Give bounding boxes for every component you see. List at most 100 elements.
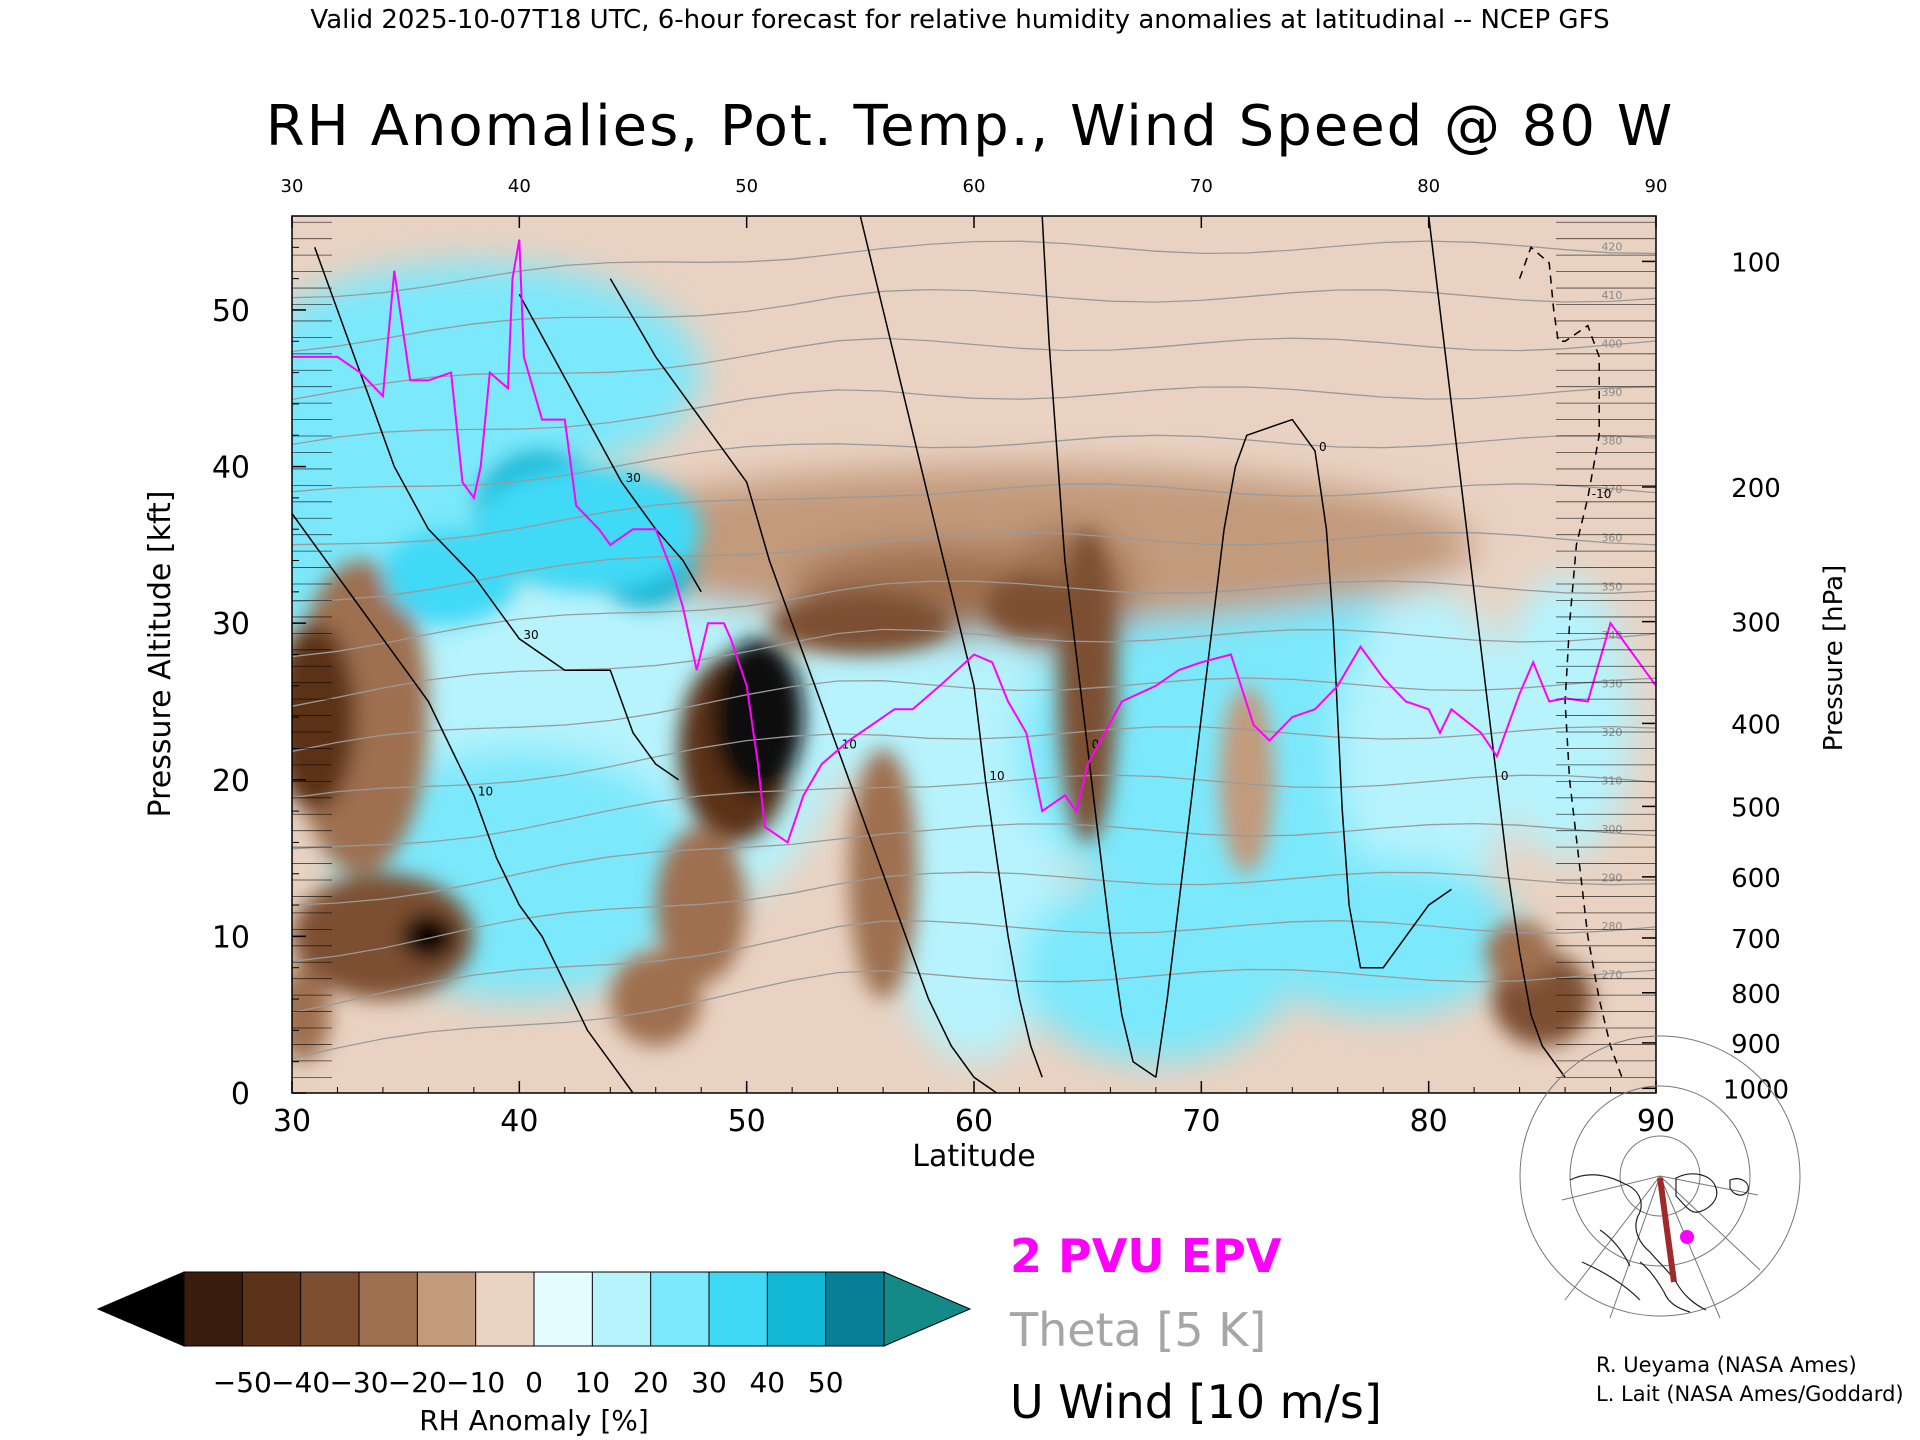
colorbar-swatch xyxy=(533,1271,594,1347)
pressure-tick-label: 500 xyxy=(1731,793,1781,823)
pressure-tick-label: 700 xyxy=(1731,925,1781,955)
theta-contours: 4204104003903803703603503403303203103002… xyxy=(292,240,1656,1060)
theta-label: 410 xyxy=(1601,289,1622,302)
theta-label: 390 xyxy=(1601,386,1622,399)
x-tick-label: 90 xyxy=(1637,1104,1675,1139)
colorbar-swatch xyxy=(650,1271,711,1347)
u-wind-contour-label: 0 xyxy=(1501,769,1509,783)
colorbar-swatch xyxy=(766,1271,827,1347)
y-axis-label-left: Pressure Altitude [kft] xyxy=(143,491,178,818)
colorbar-tick-label: 20 xyxy=(633,1366,669,1399)
colorbar-label: RH Anomaly [%] xyxy=(419,1404,649,1437)
rh-anomaly-field xyxy=(292,216,1656,1093)
credit-line-1: R. Ueyama (NASA Ames) xyxy=(1596,1353,1857,1377)
theta-label: 320 xyxy=(1601,726,1622,739)
pressure-tick-label: 400 xyxy=(1731,710,1781,740)
x-tick-label-top: 70 xyxy=(1190,176,1213,197)
pressure-tick-label: 300 xyxy=(1731,609,1781,639)
x-tick-label: 60 xyxy=(955,1104,993,1139)
u-wind-contour-line xyxy=(518,293,702,593)
u-wind-contour-label: 0 xyxy=(1092,737,1100,751)
colorbar-tick-label: 50 xyxy=(808,1366,844,1399)
chart-title: RH Anomalies, Pot. Temp., Wind Speed @ 8… xyxy=(266,94,1674,159)
u-wind-contour-label: 30 xyxy=(626,471,641,485)
legend-epv: 2 PVU EPV xyxy=(1010,1229,1282,1283)
u-wind-contour-line xyxy=(609,278,998,1093)
y-tick-label: 40 xyxy=(212,451,250,486)
colorbar-swatch xyxy=(708,1271,769,1347)
colorbar-swatch xyxy=(475,1271,535,1347)
x-tick-label-top: 30 xyxy=(281,176,304,197)
theta-label: 290 xyxy=(1601,872,1622,885)
y-tick-label: 50 xyxy=(212,294,250,329)
u-wind-contour-line xyxy=(1041,216,1157,1078)
u-wind-contour-line xyxy=(1427,216,1566,1078)
colorbar-swatch xyxy=(416,1271,477,1347)
u-wind-contour-line xyxy=(1155,418,1452,1078)
pressure-tick-label: 1000 xyxy=(1723,1075,1789,1105)
u-wind-contour-line xyxy=(859,216,1043,1078)
colorbar-swatch xyxy=(183,1271,244,1347)
pressure-tick-label: 200 xyxy=(1731,474,1781,504)
x-tick-label: 40 xyxy=(500,1104,538,1139)
x-tick-label-top: 40 xyxy=(508,176,531,197)
y-axis-label-right: Pressure [hPa] xyxy=(1819,565,1849,752)
theta-label: 420 xyxy=(1601,240,1622,253)
x-tick-label-top: 80 xyxy=(1417,176,1440,197)
colorbar-tick-label: 10 xyxy=(574,1366,610,1399)
u-wind-contour-label: -10 xyxy=(1592,487,1612,501)
y-axis-right: 100 200 300 400 500 600 700 800 900 1000 xyxy=(1556,221,1789,1105)
theta-label: 380 xyxy=(1601,435,1622,448)
x-tick-label: 30 xyxy=(273,1104,311,1139)
colorbar-tick-label: 0 xyxy=(525,1366,543,1399)
colorbar-under-arrow xyxy=(96,1271,185,1347)
pressure-tick-label: 900 xyxy=(1731,1030,1781,1060)
theta-label: 300 xyxy=(1601,823,1622,836)
u-wind-contour-label: 10 xyxy=(842,737,857,751)
legend-uwind: U Wind [10 m/s] xyxy=(1010,1375,1382,1429)
y-tick-label: 30 xyxy=(212,607,250,642)
colorbar-tick-label: 30 xyxy=(691,1366,727,1399)
pressure-tick-label: 100 xyxy=(1731,248,1781,278)
valid-time-header: Valid 2025-10-07T18 UTC, 6-hour forecast… xyxy=(310,5,1609,35)
x-axis-bottom: 30 40 50 60 70 80 90 xyxy=(273,1081,1675,1139)
colorbar-tick-label: −20 xyxy=(388,1366,447,1399)
theta-label: 330 xyxy=(1601,677,1622,690)
colorbar: −50 −40 −30 −20 −10 0 10 20 30 40 50 xyxy=(96,1271,972,1399)
colorbar-swatch xyxy=(591,1271,652,1347)
theta-label: 350 xyxy=(1601,580,1622,593)
theta-label: 360 xyxy=(1601,532,1622,545)
x-tick-label-top: 90 xyxy=(1645,176,1668,197)
u-wind-contours: 30 30 10 10 10 0 0 0 -10 xyxy=(292,216,1623,1093)
pressure-tick-label: 600 xyxy=(1731,864,1781,894)
x-tick-label: 80 xyxy=(1410,1104,1448,1139)
theta-label: 270 xyxy=(1601,969,1622,982)
y-tick-label: 0 xyxy=(231,1077,250,1112)
y-tick-label: 20 xyxy=(212,764,250,799)
credit-line-2: L. Lait (NASA Ames/Goddard) xyxy=(1596,1382,1904,1406)
locator-map: section-80W-map xyxy=(1519,1035,1801,1319)
u-wind-contour-label: 30 xyxy=(523,628,538,642)
colorbar-swatch xyxy=(300,1271,360,1347)
theta-label: 370 xyxy=(1601,483,1622,496)
colorbar-tick-label: −50 xyxy=(213,1366,272,1399)
legend-theta: Theta [5 K] xyxy=(1009,1303,1266,1357)
y-axis-left: 0 10 20 30 40 50 xyxy=(212,221,332,1112)
x-axis-top: 30 40 50 60 70 80 90 xyxy=(281,176,1668,228)
u-wind-contour-line xyxy=(313,247,679,781)
y-tick-label: 10 xyxy=(212,920,250,955)
colorbar-tick-label: −30 xyxy=(329,1366,388,1399)
colorbar-tick-label: −10 xyxy=(446,1366,505,1399)
epv-line xyxy=(292,239,1656,844)
theta-label: 400 xyxy=(1601,338,1622,351)
colorbar-swatch xyxy=(358,1271,419,1347)
colorbar-tick-label: −40 xyxy=(271,1366,330,1399)
epv-2pvu-contour xyxy=(292,239,1656,844)
x-axis-label: Latitude xyxy=(912,1139,1035,1174)
pressure-tick-label: 800 xyxy=(1731,980,1781,1010)
theta-label: 280 xyxy=(1601,920,1622,933)
x-tick-label: 70 xyxy=(1182,1104,1220,1139)
colorbar-over-arrow xyxy=(883,1271,972,1347)
u-wind-contour-label: 10 xyxy=(478,784,493,798)
